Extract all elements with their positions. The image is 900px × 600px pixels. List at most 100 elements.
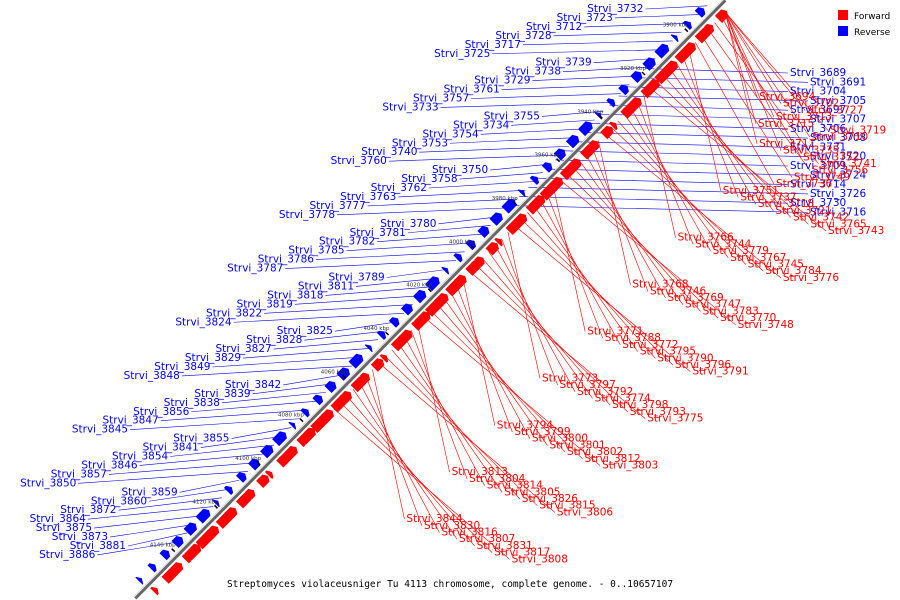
reverse-gene[interactable] <box>336 365 353 381</box>
reverse-gene[interactable] <box>183 520 200 536</box>
forward-gene[interactable] <box>350 374 369 393</box>
reverse-gene-label[interactable]: Strvi_3786 <box>258 254 315 266</box>
reverse-gene[interactable] <box>288 420 298 430</box>
forward-gene-label[interactable]: Strvi_3808 <box>512 553 568 565</box>
reverse-gene[interactable] <box>400 301 415 316</box>
reverse-gene-label[interactable]: Strvi_3730 <box>790 197 846 209</box>
reverse-gene-label[interactable]: Strvi_3845 <box>72 424 128 436</box>
forward-gene[interactable] <box>204 523 221 541</box>
reverse-gene-label[interactable]: Strvi_3724 <box>810 169 867 181</box>
reverse-gene[interactable] <box>529 174 541 185</box>
reverse-gene-label[interactable]: Strvi_3734 <box>453 119 510 131</box>
forward-gene[interactable] <box>359 370 372 384</box>
reverse-gene[interactable] <box>364 342 375 353</box>
forward-gene-label[interactable]: Strvi_3751 <box>723 185 779 197</box>
reverse-gene-label[interactable]: Strvi_3754 <box>422 128 479 140</box>
reverse-gene-label[interactable]: Strvi_3864 <box>30 513 87 525</box>
reverse-gene[interactable] <box>694 5 708 18</box>
reverse-gene-label[interactable]: Strvi_3691 <box>810 76 866 88</box>
reverse-gene-label[interactable]: Strvi_3720 <box>810 151 866 163</box>
reverse-gene-label[interactable]: Strvi_3728 <box>495 30 551 42</box>
forward-gene[interactable] <box>319 407 336 425</box>
reverse-gene[interactable] <box>618 83 631 96</box>
forward-gene[interactable] <box>379 352 391 363</box>
reverse-gene[interactable] <box>159 548 173 561</box>
reverse-gene[interactable] <box>248 456 262 471</box>
reverse-gene-label[interactable]: Strvi_3856 <box>133 406 190 418</box>
forward-gene[interactable] <box>256 472 272 488</box>
forward-gene[interactable] <box>528 193 547 213</box>
forward-gene[interactable] <box>164 560 185 582</box>
forward-gene-label[interactable]: Strvi_3766 <box>678 232 735 244</box>
forward-gene[interactable] <box>588 138 602 151</box>
reverse-gene-label[interactable]: Strvi_3763 <box>340 191 396 203</box>
reverse-gene[interactable] <box>312 393 325 406</box>
reverse-gene-label[interactable]: Strvi_3739 <box>535 57 591 69</box>
forward-gene[interactable] <box>264 468 276 480</box>
reverse-gene-label[interactable]: Strvi_3811 <box>298 280 354 292</box>
reverse-gene-label[interactable]: Strvi_3723 <box>557 12 613 24</box>
reverse-gene[interactable] <box>517 187 528 198</box>
forward-gene-label[interactable]: Strvi_3694 <box>759 91 816 103</box>
forward-gene-label[interactable]: Strvi_3792 <box>577 386 633 398</box>
reverse-gene-label[interactable]: Strvi_3824 <box>175 316 232 328</box>
reverse-gene-label[interactable]: Strvi_3850 <box>20 477 76 489</box>
reverse-gene-label[interactable]: Strvi_3841 <box>143 442 199 454</box>
forward-gene[interactable] <box>622 95 644 117</box>
reverse-gene-label[interactable]: Strvi_3782 <box>319 236 375 248</box>
forward-gene-label[interactable]: Strvi_3795 <box>640 346 696 358</box>
forward-gene[interactable] <box>150 585 161 596</box>
forward-gene-label[interactable]: Strvi_3791 <box>692 366 748 378</box>
reverse-gene-label[interactable]: Strvi_3757 <box>413 93 469 105</box>
forward-gene-label[interactable]: Strvi_3737 <box>740 192 796 204</box>
reverse-gene-label[interactable]: Strvi_3762 <box>371 182 427 194</box>
reverse-gene[interactable] <box>171 534 186 549</box>
reverse-gene-label[interactable]: Strvi_3857 <box>51 468 107 480</box>
reverse-gene[interactable] <box>388 315 402 328</box>
forward-gene-label[interactable]: Strvi_3772 <box>622 339 678 351</box>
forward-gene-label[interactable]: Strvi_3741 <box>821 158 877 170</box>
forward-gene-label[interactable]: Strvi_3817 <box>494 547 550 559</box>
reverse-gene-label[interactable]: Strvi_3781 <box>350 227 406 239</box>
forward-gene-label[interactable]: Strvi_3721 <box>775 205 831 217</box>
forward-gene-label[interactable]: Strvi_3745 <box>748 259 804 271</box>
reverse-gene[interactable] <box>630 69 644 84</box>
reverse-gene-label[interactable]: Strvi_3838 <box>164 397 220 409</box>
reverse-gene[interactable] <box>453 251 464 263</box>
forward-gene-label[interactable]: Strvi_3767 <box>730 252 786 264</box>
reverse-gene[interactable] <box>211 497 222 508</box>
reverse-gene-label[interactable]: Strvi_3753 <box>392 137 448 149</box>
reverse-gene-label[interactable]: Strvi_3716 <box>810 207 867 219</box>
reverse-gene-label[interactable]: Strvi_3825 <box>277 325 333 337</box>
forward-gene-label[interactable]: Strvi_3793 <box>630 406 686 418</box>
reverse-gene[interactable] <box>235 470 249 483</box>
reverse-gene[interactable] <box>348 352 366 369</box>
forward-gene[interactable] <box>568 156 584 172</box>
forward-gene[interactable] <box>694 26 713 44</box>
reverse-gene-label[interactable]: Strvi_3827 <box>215 343 271 355</box>
forward-gene-label[interactable]: Strvi_3765 <box>811 218 867 230</box>
forward-gene-label[interactable]: Strvi_3769 <box>667 292 723 304</box>
forward-gene-label[interactable]: Strvi_3790 <box>657 352 713 364</box>
reverse-gene[interactable] <box>135 575 145 585</box>
forward-gene[interactable] <box>474 254 487 267</box>
forward-gene[interactable] <box>508 211 529 233</box>
forward-gene[interactable] <box>339 389 354 404</box>
forward-gene-label[interactable]: Strvi_3807 <box>459 533 515 545</box>
forward-gene-label[interactable]: Strvi_3743 <box>828 225 884 237</box>
reverse-gene[interactable] <box>577 119 595 137</box>
reverse-gene[interactable] <box>642 55 658 71</box>
reverse-gene[interactable] <box>654 42 671 59</box>
reverse-gene-label[interactable]: Strvi_3839 <box>194 388 250 400</box>
forward-gene-label[interactable]: Strvi_3802 <box>567 446 623 458</box>
forward-gene-label[interactable]: Strvi_3784 <box>765 265 822 277</box>
reverse-gene-label[interactable]: Strvi_3828 <box>246 334 302 346</box>
reverse-gene-label[interactable]: Strvi_3707 <box>810 114 866 126</box>
reverse-gene-label[interactable]: Strvi_3758 <box>401 173 457 185</box>
reverse-gene[interactable] <box>300 406 311 418</box>
reverse-gene-label[interactable]: Strvi_3725 <box>434 48 490 60</box>
forward-gene[interactable] <box>370 356 387 372</box>
forward-gene-label[interactable]: Strvi_3830 <box>424 520 480 532</box>
reverse-gene-label[interactable]: Strvi_3842 <box>225 379 281 391</box>
reverse-gene-label[interactable]: Strvi_3829 <box>185 352 241 364</box>
